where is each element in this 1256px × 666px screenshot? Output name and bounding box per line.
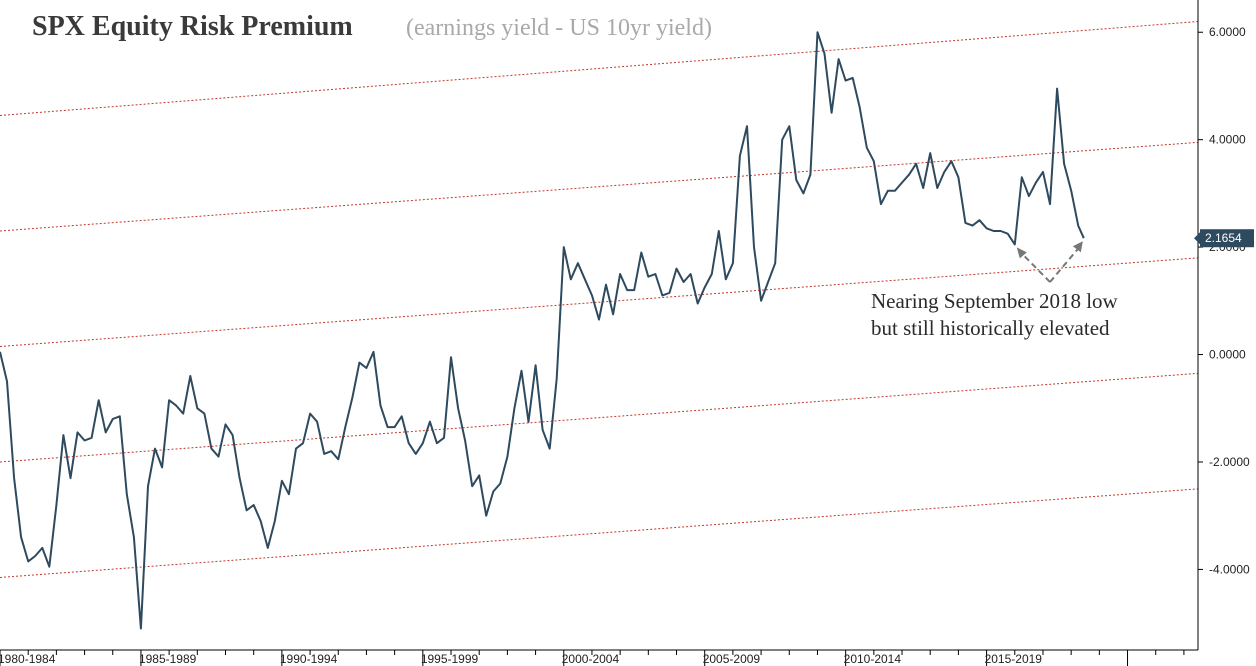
annotation-line-1: Nearing September 2018 low xyxy=(871,289,1119,313)
x-tick-label: 1995-1999 xyxy=(421,652,479,666)
y-tick-label: 4.0000 xyxy=(1209,133,1246,147)
x-tick-label: 1980-1984 xyxy=(0,652,56,666)
channel-line-5 xyxy=(0,488,1199,578)
x-tick-label: 2005-2009 xyxy=(703,652,761,666)
channel-lines xyxy=(0,20,1199,578)
chart-title: SPX Equity Risk Premium xyxy=(32,11,353,42)
arrowhead-right xyxy=(1072,241,1083,253)
y-tick-label: 0.0000 xyxy=(1209,348,1246,362)
x-tick-label: 2000-2004 xyxy=(562,652,620,666)
annotation-group: Nearing September 2018 low but still hist… xyxy=(871,241,1119,340)
annotation-arrow-right xyxy=(1049,243,1083,283)
last-value-pointer xyxy=(1194,232,1200,245)
x-tick-label: 1990-1994 xyxy=(280,652,338,666)
channel-line-2 xyxy=(0,141,1199,232)
y-tick-label: -4.0000 xyxy=(1209,562,1250,576)
annotation-arrow-left xyxy=(1018,249,1051,283)
series-group xyxy=(0,31,1085,630)
series-line-1 xyxy=(0,31,1085,630)
channel-line-4 xyxy=(0,372,1199,463)
x-tick-label: 2010-2014 xyxy=(844,652,902,666)
channel-line-3 xyxy=(0,257,1199,347)
y-tick-label: -2.0000 xyxy=(1209,455,1250,469)
y-tick-label: 6.0000 xyxy=(1209,25,1246,39)
annotation-line-2: but still historically elevated xyxy=(871,316,1110,340)
x-tick-label: 2015-2019 xyxy=(985,652,1043,666)
channel-line-1 xyxy=(0,20,1199,116)
last-value-badge xyxy=(1200,229,1254,248)
arrowhead-left xyxy=(1016,247,1027,259)
chart-subtitle: (earnings yield - US 10yr yield) xyxy=(406,15,712,41)
last-value-label: 2.1654 xyxy=(1205,231,1242,245)
x-tick-label: 1985-1989 xyxy=(139,652,197,666)
